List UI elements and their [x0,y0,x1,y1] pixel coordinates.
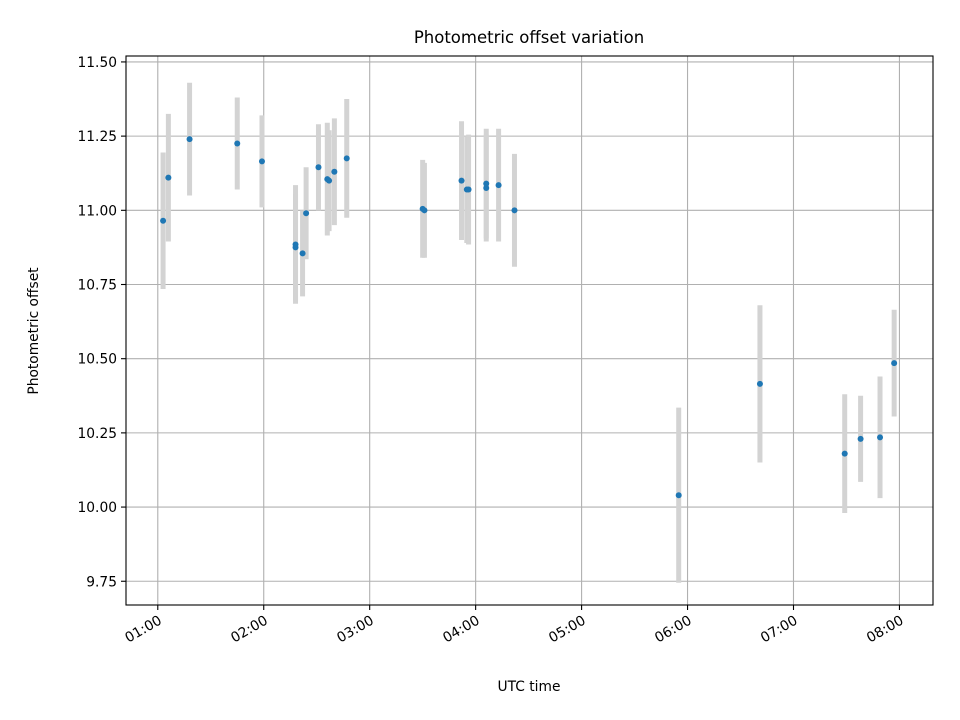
data-point [877,434,884,441]
data-point [299,250,306,257]
data-point [186,136,193,143]
data-point [292,244,299,251]
y-tick-label: 9.75 [86,574,117,590]
data-point [857,435,864,442]
y-axis-ticks: 9.75 10.00 10.25 10.50 10.75 11.00 11.25 11.50 [78,55,126,590]
data-point [891,360,898,367]
data-point [511,207,518,214]
data-point [465,186,472,193]
data-points [160,136,898,499]
grid [126,56,933,605]
y-tick-label: 10.25 [78,426,118,442]
y-axis-label: Photometric offset [26,267,42,395]
y-tick-label: 10.50 [78,352,118,368]
plot-area-frame [125,55,934,606]
y-tick-label: 10.00 [78,500,118,516]
data-point [483,180,490,187]
chart-title: Photometric offset variation [414,28,644,47]
y-tick-label: 11.00 [78,203,118,219]
data-point [458,177,465,184]
data-point [234,140,241,147]
data-point [841,450,848,457]
data-point [675,492,682,499]
y-tick-label: 11.50 [78,55,118,71]
y-tick-label: 10.75 [78,278,118,294]
data-point [303,210,310,217]
data-point [326,177,333,184]
data-point [421,207,428,214]
data-point [483,185,490,192]
data-point [495,182,502,189]
data-point [756,380,763,387]
data-point [343,155,350,162]
data-point [160,217,167,224]
y-tick-label: 11.25 [78,129,118,145]
data-point [258,158,265,165]
data-point [315,164,322,171]
x-axis-label: UTC time [498,679,561,695]
data-point [165,174,172,181]
data-point [331,168,338,175]
